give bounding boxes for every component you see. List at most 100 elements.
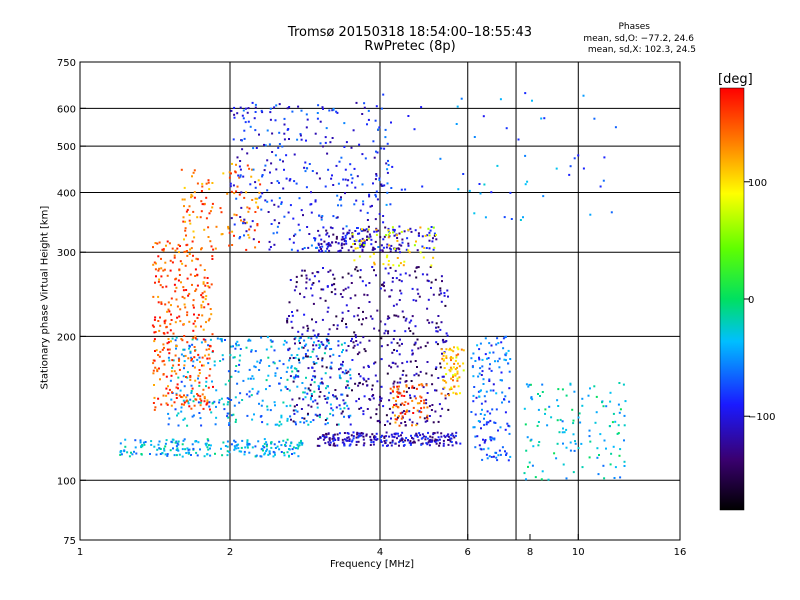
data-point <box>288 106 291 108</box>
data-point <box>348 229 351 232</box>
data-point <box>155 453 158 456</box>
data-point <box>278 222 281 225</box>
data-point <box>322 434 325 437</box>
data-point <box>141 445 144 448</box>
data-point <box>201 292 204 295</box>
data-point <box>312 329 315 332</box>
data-point <box>329 441 332 444</box>
data-point <box>178 315 181 318</box>
data-point <box>390 417 392 420</box>
data-point <box>163 268 166 271</box>
data-point <box>502 337 505 340</box>
data-point <box>361 228 363 231</box>
data-point <box>501 446 504 449</box>
data-point <box>342 178 345 181</box>
colorbar-label: [deg] <box>718 72 753 87</box>
data-point <box>373 438 376 441</box>
data-point <box>303 421 306 424</box>
data-point <box>212 401 215 404</box>
data-point <box>169 379 172 382</box>
data-point <box>492 437 495 440</box>
data-point <box>302 356 305 359</box>
data-point <box>413 386 416 389</box>
data-point <box>321 359 324 362</box>
data-point <box>226 412 229 415</box>
data-point <box>167 341 170 344</box>
data-point <box>198 412 201 414</box>
data-point <box>311 318 313 321</box>
data-point <box>484 400 487 403</box>
data-point <box>611 421 614 424</box>
data-point <box>159 284 162 287</box>
data-point <box>189 350 192 353</box>
data-point <box>199 360 201 363</box>
data-point <box>505 352 508 355</box>
data-point <box>391 351 394 354</box>
data-point <box>483 413 486 416</box>
data-point <box>175 336 178 339</box>
data-point <box>298 337 301 340</box>
data-point <box>312 302 315 305</box>
data-point <box>269 171 271 174</box>
data-point <box>448 394 450 397</box>
data-point <box>347 380 350 383</box>
data-point <box>152 402 155 404</box>
data-point <box>186 250 188 252</box>
data-point <box>153 261 156 264</box>
data-point <box>193 196 196 199</box>
data-point <box>289 444 292 447</box>
data-point <box>417 347 420 350</box>
data-point <box>199 417 202 420</box>
data-point <box>421 384 424 387</box>
data-point <box>400 417 403 420</box>
data-point <box>194 325 197 328</box>
data-point <box>303 391 306 394</box>
data-point <box>623 439 625 442</box>
data-point <box>281 145 284 148</box>
data-point <box>480 448 483 451</box>
data-point <box>602 179 605 182</box>
data-point <box>325 387 327 390</box>
data-point <box>348 440 351 442</box>
data-point <box>332 394 334 397</box>
data-point <box>386 344 389 347</box>
data-point <box>307 336 310 339</box>
data-point <box>218 401 221 404</box>
data-point <box>188 253 191 255</box>
data-point <box>382 215 385 217</box>
data-point <box>263 453 266 456</box>
data-point <box>392 338 395 341</box>
data-point <box>274 453 276 456</box>
data-point <box>291 311 293 313</box>
data-point <box>169 449 172 452</box>
data-point <box>134 439 137 442</box>
data-point <box>484 440 487 442</box>
data-point <box>329 348 331 351</box>
data-point <box>483 395 486 398</box>
data-point <box>202 407 205 410</box>
data-point <box>334 439 337 441</box>
data-point <box>326 310 329 313</box>
data-point <box>347 179 350 182</box>
data-point <box>351 233 354 236</box>
data-point <box>174 408 177 411</box>
data-point <box>170 304 172 307</box>
data-point <box>307 404 310 407</box>
data-point <box>473 136 476 138</box>
data-point <box>280 414 283 417</box>
data-point <box>207 344 210 347</box>
data-point <box>565 477 568 480</box>
data-point <box>297 455 300 458</box>
data-point <box>200 200 203 203</box>
data-point <box>478 358 481 361</box>
data-point <box>199 216 202 219</box>
data-point <box>324 141 327 144</box>
data-point <box>358 351 361 354</box>
data-point <box>339 407 342 410</box>
data-point <box>172 359 175 362</box>
data-point <box>593 385 596 388</box>
data-point <box>167 308 170 311</box>
data-point <box>234 440 237 443</box>
data-point <box>457 188 460 191</box>
data-point <box>182 323 185 326</box>
